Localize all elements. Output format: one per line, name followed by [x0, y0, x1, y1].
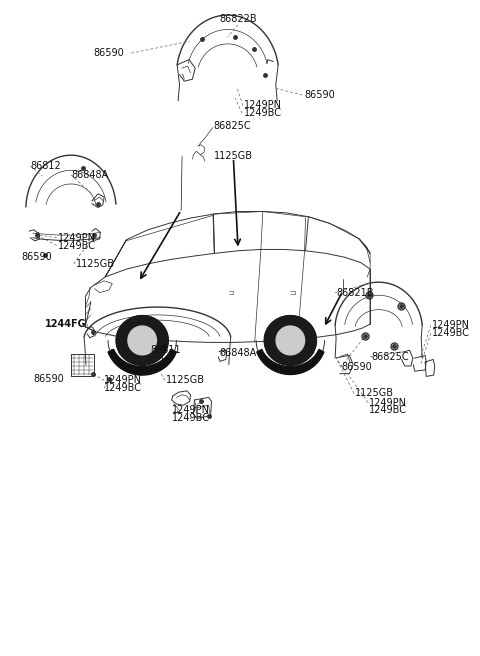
Text: 1249BC: 1249BC — [104, 383, 142, 393]
Polygon shape — [128, 326, 156, 355]
Text: 86821B: 86821B — [336, 287, 373, 298]
Text: 1249BC: 1249BC — [244, 108, 282, 118]
Text: 1249PN: 1249PN — [244, 100, 282, 110]
Text: 1125GB: 1125GB — [214, 152, 253, 161]
Text: 1125GB: 1125GB — [355, 388, 394, 398]
Text: 86812: 86812 — [30, 161, 61, 171]
Polygon shape — [257, 350, 324, 375]
Text: 86825C: 86825C — [214, 121, 251, 131]
Text: 1125GB: 1125GB — [166, 375, 205, 385]
Text: 1249BC: 1249BC — [58, 241, 96, 251]
Text: 86590: 86590 — [342, 362, 372, 372]
Text: 86848A: 86848A — [71, 170, 108, 180]
Text: 1249PN: 1249PN — [58, 233, 96, 243]
Text: 86822B: 86822B — [219, 14, 257, 24]
Text: 1244FG: 1244FG — [45, 319, 86, 329]
Text: 86811: 86811 — [151, 345, 181, 356]
Polygon shape — [109, 350, 176, 375]
Polygon shape — [276, 326, 305, 355]
Text: 86848A: 86848A — [219, 348, 256, 358]
Polygon shape — [116, 316, 168, 365]
Polygon shape — [264, 316, 316, 365]
Text: 1249BC: 1249BC — [432, 328, 470, 338]
Text: 86590: 86590 — [22, 253, 52, 262]
Text: 1249BC: 1249BC — [369, 405, 407, 415]
Text: 86590: 86590 — [305, 90, 336, 100]
Text: 1125GB: 1125GB — [76, 259, 115, 269]
Text: 1249PN: 1249PN — [369, 398, 407, 407]
Text: 86590: 86590 — [33, 374, 64, 384]
Text: 86590: 86590 — [94, 48, 124, 58]
Text: 1249PN: 1249PN — [432, 320, 470, 331]
Text: 1249PN: 1249PN — [172, 405, 210, 415]
Text: 86825C: 86825C — [371, 352, 408, 362]
Text: 1249PN: 1249PN — [104, 375, 142, 385]
Text: 1249BC: 1249BC — [172, 413, 210, 423]
